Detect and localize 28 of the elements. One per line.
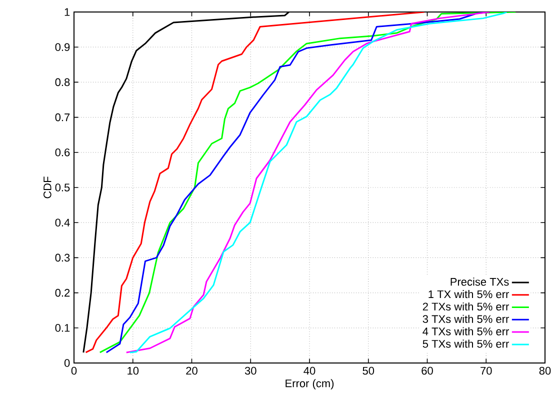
y-tick-label: 0 (64, 359, 70, 367)
y-tick-label: 0.2 (55, 288, 70, 297)
x-tick-label: 10 (128, 366, 139, 375)
y-axis-title: CDF (44, 176, 52, 198)
y-tick-label: 0.5 (55, 184, 70, 192)
x-tick-label: 50 (362, 366, 374, 375)
y-tick-label: 0.1 (55, 324, 70, 332)
x-tick-label: 80 (539, 366, 551, 375)
x-tick-label: 60 (422, 366, 433, 375)
x-tick-label: 20 (186, 366, 198, 375)
y-tick-label: 0.8 (55, 78, 70, 86)
legend-label: 4 TXs with 5% err (422, 327, 509, 336)
legend-label: 1 TX with 5% err (428, 290, 509, 298)
x-tick-label: 40 (304, 366, 316, 375)
x-axis-title: Error (cm) (286, 379, 334, 390)
y-tick-label: 0.3 (55, 254, 70, 262)
x-tick-label: 0 (71, 366, 77, 375)
legend-label: 2 TXs with 5% err (422, 302, 509, 311)
legend-label: Precise TXs (450, 278, 509, 286)
legend-label: 3 TXs with 5% err (422, 314, 509, 323)
y-tick-label: 0.4 (55, 218, 70, 226)
y-tick-label: 0.9 (55, 43, 70, 51)
x-tick-label: 30 (244, 366, 256, 375)
y-tick-label: 1 (64, 8, 70, 16)
y-tick-label: 0.6 (55, 148, 70, 156)
y-tick-label: 0.7 (55, 113, 70, 122)
x-tick-label: 70 (480, 366, 492, 375)
legend-label: 5 TXs with 5% err (422, 340, 509, 348)
